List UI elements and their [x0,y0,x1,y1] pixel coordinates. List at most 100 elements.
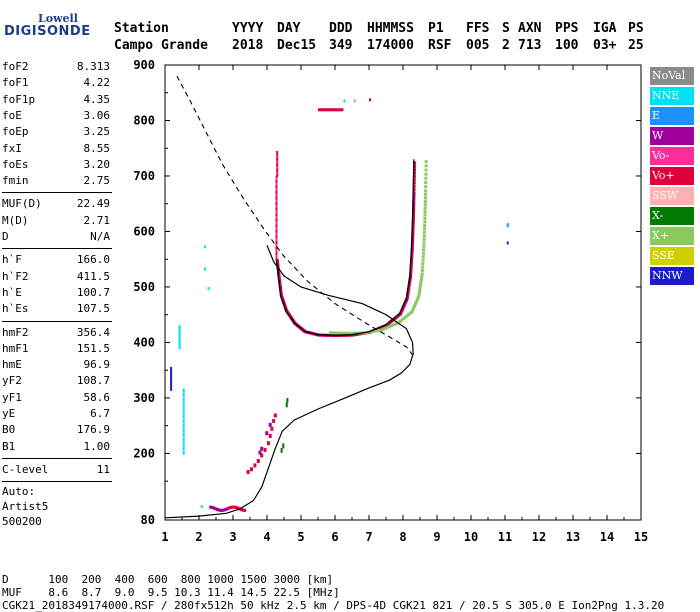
low-nne-echo [182,428,185,433]
f2-o-echo [406,290,410,294]
f1-echo [272,419,276,424]
auto-line: Artist5 [2,500,49,513]
spread-echo [369,98,371,102]
f2-x-echo [401,317,405,321]
y-tick-label: 800 [133,113,155,127]
footer-distance-row: D 100 200 400 600 800 1000 1500 3000 [km… [2,573,334,586]
header-row1-cell: Station [114,21,169,36]
f2-x-echo [371,329,375,333]
low-nnw-echo [170,370,173,375]
auto-line: 500200 [2,515,42,528]
param-row: foEs 3.20 [2,158,110,172]
param-value: 107.5 [76,302,110,316]
param-separator [2,192,112,194]
spike-echo [276,173,279,178]
f2-x-echo [423,210,427,214]
param-row: foF2 8.313 [2,60,110,74]
es-echo [212,506,216,510]
param-name: h`F [2,253,22,267]
spread-echo [336,108,340,112]
low-nne-echo [182,397,185,402]
param-value: 58.6 [83,390,111,404]
f2-o-echo [412,188,416,192]
f2-o-echo [408,279,412,283]
spike-echo [276,151,279,156]
muf-dashed-curve [176,75,416,359]
f2-x-echo [413,304,417,308]
f1-echo [250,467,253,472]
header-row1-cell: AXN [518,21,542,36]
f2-o-echo [279,292,283,296]
f2-o-echo [412,181,416,185]
es-echo [217,508,221,512]
f2-x-echo [424,164,428,168]
param-value: 8.313 [76,60,110,73]
f2-o-echo [278,284,282,288]
spike-echo [275,206,278,211]
spike-echo [275,245,278,250]
f1-echo [273,413,277,418]
param-value: 8.55 [83,141,111,155]
f2-o-echo [412,178,416,182]
spike-echo [275,187,278,192]
param-name: B1 [2,439,16,453]
f2-o-echo [412,210,416,214]
legend-item-ssw: SSW [650,187,694,205]
spread-echo [324,108,328,112]
es-echo [221,508,225,512]
es-echo [234,506,238,510]
header-row1-cell: IGA [593,21,617,36]
f2-o-echo [278,278,282,282]
f2-o-echo [277,270,281,274]
spike-echo [276,156,279,161]
f2-x-echo [377,328,381,332]
spike-echo [276,164,279,169]
param-value: 1.00 [83,439,111,453]
spike-echo [275,181,278,186]
param-row: D N/A [2,230,110,244]
param-value: N/A [90,230,110,243]
f2-x-echo [422,237,426,241]
header-row2-cell: Campo Grande [114,38,208,53]
es-echo [231,505,235,509]
f2-x-echo [424,160,428,164]
f2-x-echo [415,298,419,302]
f2-x-echo [392,323,396,327]
f2-o-echo [401,306,405,310]
f2-o-echo [411,216,415,220]
spike-echo [275,231,278,236]
f2-x-echo [422,234,426,238]
f2-o-echo [381,325,385,329]
electron-density-profile [164,245,414,519]
f2-o-echo [278,280,282,284]
low-nne-echo [182,432,185,437]
x-tick-label: 13 [566,530,580,544]
low-nne-echo [178,325,181,330]
param-name: h`Es [2,302,29,316]
param-row: C-level 11 [2,463,110,477]
f2-o-echo [411,235,415,239]
header-row1-cell: DAY [277,21,301,36]
param-name: foF1 [2,76,29,90]
f2-x-echo [423,206,427,210]
low-nnw-echo [170,376,173,381]
f2-o-echo [403,303,406,307]
logo-line2: DIGISONDE [4,24,91,39]
low-nnw-echo [170,373,173,378]
f2-x-echo [418,286,422,290]
f1-x-echo [285,402,288,408]
f2-o-echo [409,260,413,264]
f2-x-echo [419,278,423,282]
param-name: B0 [2,423,16,437]
f2-x-echo [379,328,383,332]
es-echo [239,508,243,512]
spike-echo [275,225,278,230]
es-echo [229,505,233,509]
y-tick-label: 700 [133,169,155,183]
param-name: fmin [2,174,29,188]
spike-echo [275,192,278,197]
f2-x-echo [424,180,428,184]
f1-echo-w [265,431,269,436]
param-row: fmin 2.75 [2,174,110,188]
f2-x-echo [345,331,349,335]
